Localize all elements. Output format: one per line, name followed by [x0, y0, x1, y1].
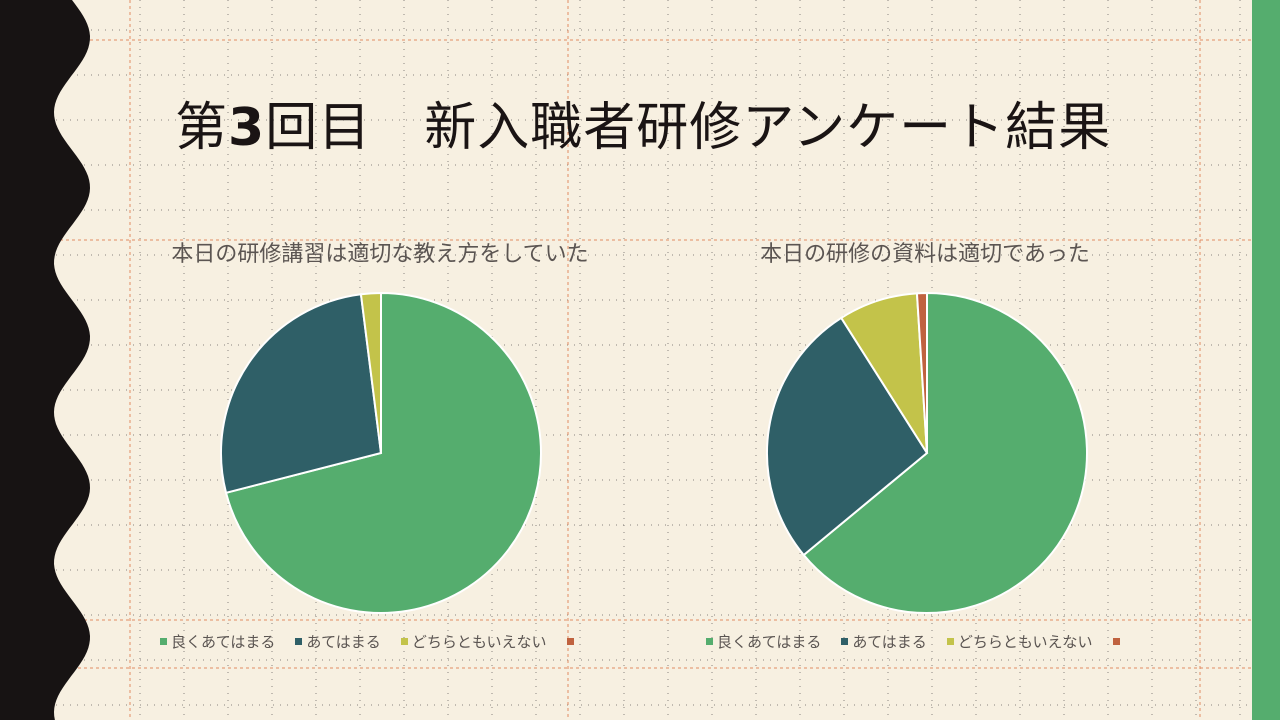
legend2-label-1: 良くあてはまる	[717, 632, 822, 651]
pie-chart-1	[220, 291, 543, 614]
legend2-label-2: あてはまる	[852, 632, 927, 651]
title-prefix: 第	[175, 98, 229, 158]
legend1-item-3: どちらともいえない	[400, 631, 547, 652]
pie1-slice-1	[224, 291, 543, 614]
legend2-swatch-3	[946, 637, 954, 645]
chart1-legend: 良くあてはまる あてはまる どちらともいえない	[160, 630, 598, 652]
legend2-item-4	[1112, 637, 1124, 645]
title-suffix: 回目 新入職者研修アンケート結果	[265, 98, 1112, 158]
right-accent-band	[1252, 0, 1280, 720]
legend1-item-1: 良くあてはまる	[160, 631, 275, 652]
pie1-slice-2	[220, 293, 383, 495]
chart2-legend: 良くあてはまる あてはまる どちらともいえない	[706, 630, 1144, 652]
legend2-item-2: あてはまる	[841, 631, 927, 652]
legend2-swatch-4	[1112, 637, 1120, 645]
legend1-label-1: 良くあてはまる	[171, 632, 276, 651]
legend1-item-2: あてはまる	[295, 631, 381, 652]
legend2-label-3: どちらともいえない	[957, 632, 1093, 651]
legend1-item-4	[566, 637, 578, 645]
chart1-title: 本日の研修講習は適切な教え方をしていた	[171, 242, 589, 267]
legend1-label-2: あてはまる	[306, 632, 381, 651]
legend2-item-1: 良くあてはまる	[706, 631, 821, 652]
pie2-slice-4	[915, 291, 928, 454]
legend1-swatch-4	[566, 637, 574, 645]
legend1-label-3: どちらともいえない	[411, 632, 547, 651]
pie1-slice-3	[359, 291, 382, 454]
title-number: 3	[228, 98, 266, 158]
left-wave-band	[0, 0, 90, 720]
pie2-slice-1	[802, 291, 1088, 614]
pie2-slice-2	[766, 316, 929, 557]
legend1-swatch-3	[400, 637, 408, 645]
legend2-swatch-2	[841, 637, 849, 645]
legend1-swatch-1	[160, 637, 167, 645]
legend2-swatch-1	[706, 637, 713, 645]
slide-title: 第3回目 新入職者研修アンケート結果	[175, 88, 1235, 168]
chart2-title: 本日の研修の資料は適切であった	[760, 242, 1090, 267]
legend2-item-3: どちらともいえない	[946, 631, 1093, 652]
pie-chart-2	[766, 291, 1088, 614]
legend1-swatch-2	[295, 637, 303, 645]
